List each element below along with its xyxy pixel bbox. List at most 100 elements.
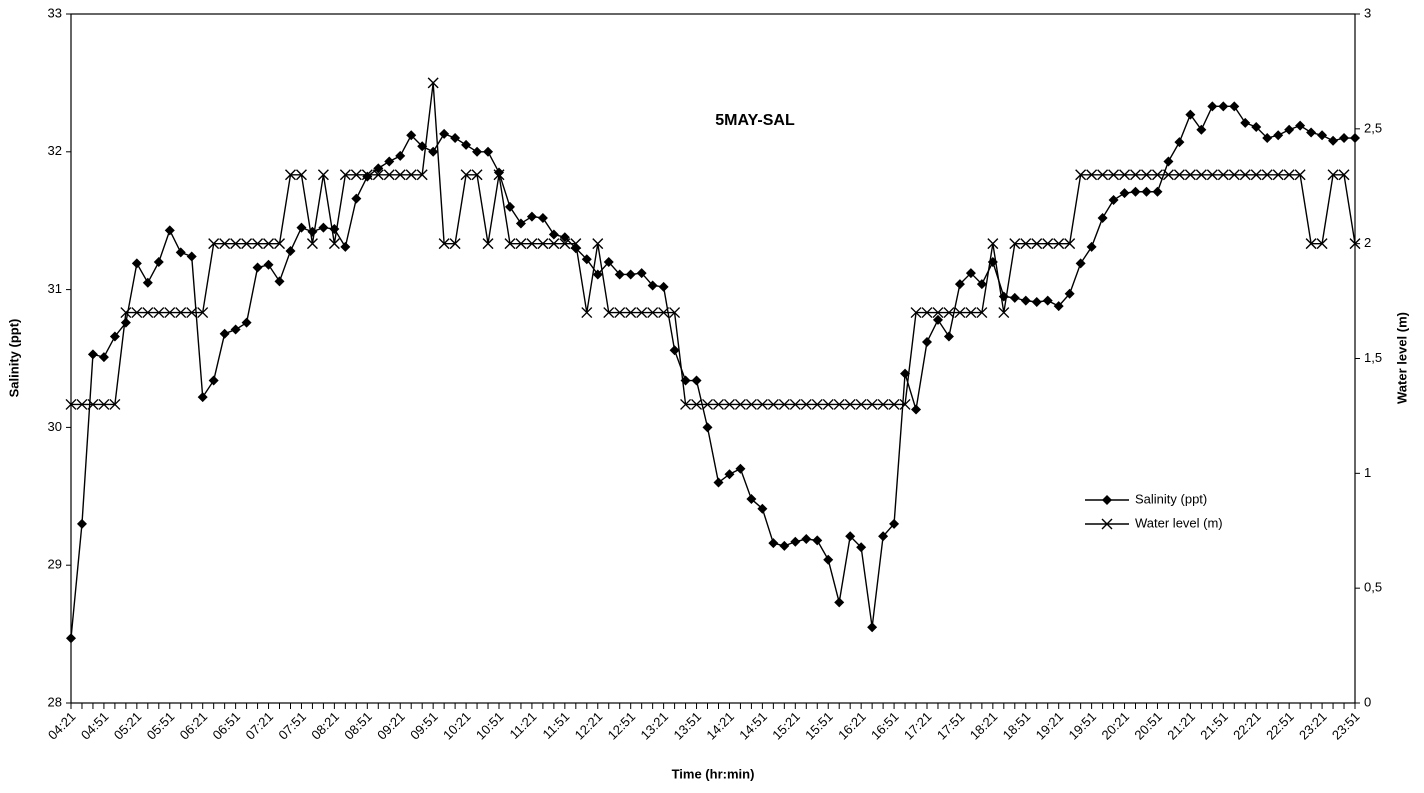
y2-tick-label: 0 — [1364, 694, 1371, 709]
series-line — [71, 82, 1356, 406]
x-tick-label: 19:21 — [1033, 709, 1067, 743]
data-point — [439, 128, 450, 139]
legend-marker — [1102, 495, 1112, 505]
x-tick-label: 08:21 — [308, 709, 342, 743]
data-point — [537, 212, 548, 223]
data-point — [1261, 169, 1273, 181]
data-point — [855, 398, 867, 410]
series-line — [70, 105, 1355, 639]
data-point — [801, 534, 812, 545]
data-point — [724, 469, 735, 480]
data-point — [878, 531, 889, 542]
data-point — [1195, 169, 1207, 181]
data-point — [460, 169, 472, 181]
data-point — [372, 169, 384, 181]
data-point — [285, 246, 296, 257]
x-tick-label: 07:21 — [242, 709, 276, 743]
y-tick-label: 31 — [48, 281, 62, 296]
y-axis-label: Salinity (ppt) — [6, 319, 21, 398]
x-tick-label: 20:51 — [1131, 709, 1165, 743]
data-point — [1206, 169, 1218, 181]
data-point — [647, 307, 659, 319]
data-point — [186, 251, 197, 262]
x-tick-label: 15:51 — [802, 709, 836, 743]
data-point — [1086, 169, 1098, 181]
data-point — [186, 307, 198, 319]
data-point — [910, 307, 922, 319]
data-point — [252, 238, 264, 250]
data-point — [1152, 186, 1163, 197]
data-point — [1031, 238, 1043, 250]
data-point — [1163, 156, 1174, 167]
data-point — [1196, 124, 1207, 135]
data-point — [164, 307, 176, 319]
data-point — [723, 398, 735, 410]
data-point — [548, 238, 560, 250]
data-point — [746, 494, 757, 505]
x-tick-label: 09:21 — [374, 709, 408, 743]
x-tick-label: 14:21 — [703, 709, 737, 743]
data-point — [943, 331, 954, 342]
x-tick-label: 05:21 — [111, 709, 145, 743]
data-point — [1251, 121, 1262, 132]
data-point — [1305, 238, 1317, 250]
data-point — [131, 307, 143, 319]
data-point — [76, 398, 88, 410]
data-point — [1009, 292, 1020, 303]
data-point — [1306, 127, 1317, 138]
y-tick-label: 30 — [48, 419, 62, 434]
data-point — [658, 307, 670, 319]
data-point — [932, 314, 943, 325]
data-point — [405, 169, 417, 181]
data-point — [647, 280, 658, 291]
data-point — [406, 130, 417, 141]
x-tick-label: 21:51 — [1197, 709, 1231, 743]
data-point — [208, 375, 219, 386]
data-point — [1075, 169, 1087, 181]
x-tick-label: 17:51 — [934, 709, 968, 743]
data-point — [1229, 101, 1240, 112]
data-point — [669, 345, 680, 356]
data-point — [965, 307, 977, 319]
x-tick-label: 04:21 — [45, 709, 79, 743]
data-point — [494, 167, 504, 178]
legend-marker — [1101, 518, 1113, 530]
data-point — [899, 398, 911, 410]
data-point — [822, 398, 834, 410]
data-point — [1108, 169, 1120, 181]
data-point — [932, 307, 944, 319]
data-point — [284, 169, 296, 181]
x-tick-label: 22:51 — [1263, 709, 1297, 743]
data-point — [1217, 169, 1229, 181]
y-tick-label: 33 — [48, 5, 62, 20]
data-point — [1053, 301, 1064, 312]
data-point — [1119, 188, 1130, 199]
data-point — [581, 307, 593, 319]
data-point — [296, 222, 307, 233]
x-tick-label: 04:51 — [78, 709, 112, 743]
data-point — [66, 633, 76, 644]
x-tick-label: 07:51 — [275, 709, 309, 743]
data-point — [1108, 195, 1119, 206]
x-tick-label: 23:51 — [1329, 709, 1363, 743]
data-point — [472, 146, 483, 157]
data-point — [438, 238, 450, 250]
data-point — [230, 238, 242, 250]
data-point — [1295, 120, 1306, 131]
x-tick-label: 23:21 — [1296, 709, 1330, 743]
data-point — [614, 269, 625, 280]
data-point — [1064, 238, 1076, 250]
data-point — [1119, 169, 1131, 181]
data-point — [241, 317, 252, 328]
data-point — [153, 307, 165, 319]
data-point — [1328, 135, 1339, 146]
data-point — [998, 307, 1010, 319]
data-point — [373, 163, 384, 174]
data-point — [197, 307, 209, 319]
data-point — [339, 169, 351, 181]
data-point — [1141, 186, 1152, 197]
data-point — [921, 307, 933, 319]
data-point — [482, 238, 494, 250]
data-point — [1240, 117, 1251, 128]
x-tick-label: 10:21 — [440, 709, 474, 743]
